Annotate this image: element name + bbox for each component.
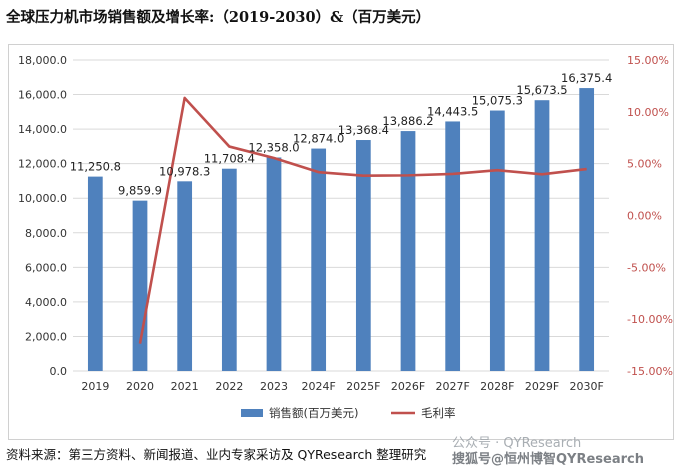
x-tick-label: 2021 xyxy=(171,380,199,393)
bar-data-label: 14,443.5 xyxy=(427,104,478,118)
y-left-tick-label: 12,000.0 xyxy=(18,158,67,171)
x-tick-label: 2025F xyxy=(346,380,380,393)
x-tick-label: 2028F xyxy=(480,380,514,393)
x-tick-label: 2019 xyxy=(81,380,109,393)
chart-svg: 0.0 2,000.0 4,000.0 6,000.0 8,000.0 10,000.0 1… xyxy=(18,54,673,420)
y-left-tick-label: 4,000.0 xyxy=(25,296,67,309)
y-right-tick-label: 10.00% xyxy=(627,106,669,119)
bar-data-label: 12,358.0 xyxy=(248,140,299,154)
y-right-tick-label: 15.00% xyxy=(627,54,669,67)
y-right-tick-label: -10.00% xyxy=(627,313,673,326)
bar-data-label: 16,375.4 xyxy=(561,71,612,85)
bar xyxy=(221,168,237,371)
bar-data-label: 13,886.2 xyxy=(382,114,433,128)
x-tick-label: 2020 xyxy=(126,380,154,393)
bar-data-label: 10,978.3 xyxy=(159,164,210,178)
bar-data-label: 12,874.0 xyxy=(293,132,344,146)
bar xyxy=(311,148,327,371)
y-right-tick-label: 5.00% xyxy=(627,158,662,171)
source-note: 资料来源：第三方资料、新闻报道、业内专家采访及 QYResearch 整理研究 xyxy=(6,447,427,462)
y-right-tick-label: 0.00% xyxy=(627,210,662,223)
bar xyxy=(445,121,461,371)
bar xyxy=(489,110,505,371)
bar-data-label: 9,859.9 xyxy=(118,184,162,198)
y-right-tick-label: -5.00% xyxy=(627,261,666,274)
x-tick-label: 2027F xyxy=(436,380,470,393)
x-tick-label: 2024F xyxy=(302,380,336,393)
chart-frame: 0.0 2,000.0 4,000.0 6,000.0 8,000.0 10,000.0 1… xyxy=(8,44,674,440)
y-left-tick-label: 2,000.0 xyxy=(25,330,67,343)
bar xyxy=(132,200,148,371)
bar xyxy=(534,100,550,371)
bar xyxy=(266,157,282,371)
watermark-line1: 公众号 · QYResearch xyxy=(452,436,582,451)
chart-title: 全球压力机市场销售额及增长率:（2019-2030）&（百万美元） xyxy=(6,9,431,26)
bar xyxy=(177,181,193,371)
bar-data-label: 11,708.4 xyxy=(204,152,255,166)
x-tick-label: 2023 xyxy=(260,380,288,393)
x-tick-label: 2029F xyxy=(525,380,559,393)
legend-swatch-sales xyxy=(241,409,263,417)
y-right-tick-label: -15.00% xyxy=(627,365,673,378)
y-left-tick-label: 16,000.0 xyxy=(18,89,67,102)
bar xyxy=(400,131,416,371)
x-tick-label: 2022 xyxy=(215,380,243,393)
legend-label-sales: 销售额(百万美元) xyxy=(269,406,358,420)
y-left-tick-label: 8,000.0 xyxy=(25,227,67,240)
bar xyxy=(579,88,595,372)
y-left-tick-label: 6,000.0 xyxy=(25,261,67,274)
watermark-line2: 搜狐号@恒州博智QYResearch xyxy=(452,452,644,467)
y-left-tick-label: 0.0 xyxy=(50,365,68,378)
x-tick-label: 2026F xyxy=(391,380,425,393)
bar-data-label: 15,673.5 xyxy=(516,83,567,97)
x-tick-label: 2030F xyxy=(570,380,604,393)
bar xyxy=(87,176,103,371)
bar-data-label: 15,075.3 xyxy=(472,94,523,108)
y-left-tick-label: 18,000.0 xyxy=(18,54,67,67)
y-left-tick-label: 10,000.0 xyxy=(18,192,67,205)
y-left-tick-label: 14,000.0 xyxy=(18,123,67,136)
bar xyxy=(355,140,371,371)
bar-data-label: 13,368.4 xyxy=(338,123,389,137)
bar-data-label: 11,250.8 xyxy=(70,160,121,174)
legend-label-margin: 毛利率 xyxy=(421,406,456,420)
